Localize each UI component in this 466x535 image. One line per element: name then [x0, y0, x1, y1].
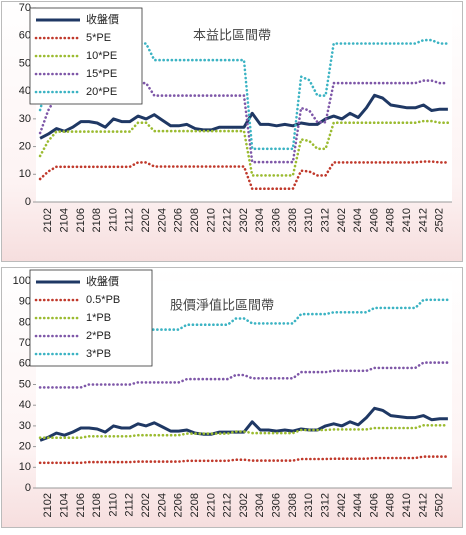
- x-tick-label: 2402: [336, 208, 348, 232]
- x-tick-label: 2412: [417, 493, 429, 517]
- x-tick-label: 2112: [124, 208, 136, 232]
- x-tick-label: 2106: [75, 208, 87, 232]
- x-tick-label: 2212: [222, 208, 234, 232]
- y-tick-label: 40: [19, 85, 31, 97]
- legend-label: 3*PB: [86, 348, 111, 360]
- y-tick-label: 80: [19, 316, 31, 328]
- y-tick-label: 70: [19, 2, 31, 14]
- y-tick-label: 60: [19, 30, 31, 42]
- series-line: [38, 79, 450, 164]
- x-tick-label: 2412: [417, 208, 429, 232]
- series-line: [38, 361, 450, 389]
- legend-label: 收盤價: [86, 274, 119, 288]
- x-tick-label: 2308: [287, 208, 299, 232]
- x-tick-label: 2306: [271, 493, 283, 517]
- y-tick-label: 40: [19, 399, 31, 411]
- y-tick-label: 20: [19, 140, 31, 152]
- x-tick-label: 2304: [254, 208, 266, 232]
- x-tick-label: 2502: [434, 208, 446, 232]
- x-tick-label: 2204: [156, 208, 168, 232]
- x-tick-label: 2204: [156, 493, 168, 517]
- legend-label: 1*PB: [86, 312, 111, 324]
- x-tick-label: 2308: [287, 493, 299, 517]
- x-tick-label: 2206: [173, 493, 185, 517]
- y-tick-label: 30: [19, 420, 31, 432]
- series-line: [39, 93, 448, 140]
- x-tick-label: 2406: [368, 208, 380, 232]
- series-line: [38, 424, 450, 439]
- y-tick-label: 30: [19, 113, 31, 125]
- y-tick-label: 0: [25, 482, 31, 494]
- legend-label: 15*PE: [86, 68, 117, 80]
- x-tick-label: 2202: [140, 208, 152, 232]
- x-tick-label: 2408: [385, 493, 397, 517]
- x-tick-label: 2304: [254, 493, 266, 517]
- x-tick-label: 2202: [140, 493, 152, 517]
- y-tick-label: 10: [19, 168, 31, 180]
- x-tick-label: 2102: [42, 208, 54, 232]
- x-tick-label: 2106: [75, 493, 87, 517]
- x-tick-label: 2208: [189, 493, 201, 517]
- x-tick-label: 2208: [189, 208, 201, 232]
- x-tick-label: 2108: [91, 208, 103, 232]
- y-tick-label: 60: [19, 358, 31, 370]
- x-tick-label: 2112: [124, 493, 136, 517]
- series-line: [38, 160, 450, 190]
- x-tick-label: 2210: [205, 493, 217, 517]
- x-tick-label: 2312: [319, 493, 331, 517]
- series-line: [38, 455, 450, 465]
- x-tick-label: 2104: [58, 208, 70, 232]
- x-tick-label: 2210: [205, 208, 217, 232]
- y-tick-label: 100: [13, 275, 31, 287]
- legend-label: 20*PE: [86, 86, 117, 98]
- x-tick-label: 2410: [401, 208, 413, 232]
- x-tick-label: 2302: [238, 208, 250, 232]
- x-tick-label: 2302: [238, 493, 250, 517]
- x-tick-label: 2110: [107, 493, 119, 517]
- legend-label: 收盤價: [86, 12, 119, 26]
- chart-title: 本益比區間帶: [193, 27, 271, 42]
- y-tick-label: 0: [25, 196, 31, 208]
- x-tick-label: 2410: [401, 493, 413, 517]
- x-tick-label: 2404: [352, 493, 364, 517]
- y-tick-label: 10: [19, 461, 31, 473]
- x-tick-label: 2404: [352, 208, 364, 232]
- x-tick-label: 2502: [434, 493, 446, 517]
- x-tick-label: 2108: [91, 493, 103, 517]
- x-tick-label: 2206: [173, 208, 185, 232]
- x-tick-label: 2104: [58, 493, 70, 517]
- legend-label: 10*PE: [86, 50, 117, 62]
- y-tick-label: 70: [19, 337, 31, 349]
- x-tick-label: 2408: [385, 208, 397, 232]
- x-tick-label: 2310: [303, 493, 315, 517]
- y-tick-label: 20: [19, 441, 31, 453]
- legend-label: 5*PE: [86, 32, 111, 44]
- x-tick-label: 2310: [303, 208, 315, 232]
- x-tick-label: 2402: [336, 493, 348, 517]
- x-tick-label: 2406: [368, 493, 380, 517]
- x-tick-label: 2312: [319, 208, 331, 232]
- x-tick-label: 2110: [107, 208, 119, 232]
- y-tick-label: 50: [19, 57, 31, 69]
- legend-label: 0.5*PB: [86, 294, 120, 306]
- chart-title: 股價淨值比區間帶: [170, 297, 274, 312]
- series-line: [38, 119, 450, 177]
- legend-label: 2*PB: [86, 330, 111, 342]
- x-tick-label: 2102: [42, 493, 54, 517]
- x-tick-label: 2306: [271, 208, 283, 232]
- x-tick-label: 2212: [222, 493, 234, 517]
- y-tick-label: 50: [19, 378, 31, 390]
- legend-box: [29, 269, 153, 367]
- y-tick-label: 90: [19, 296, 31, 308]
